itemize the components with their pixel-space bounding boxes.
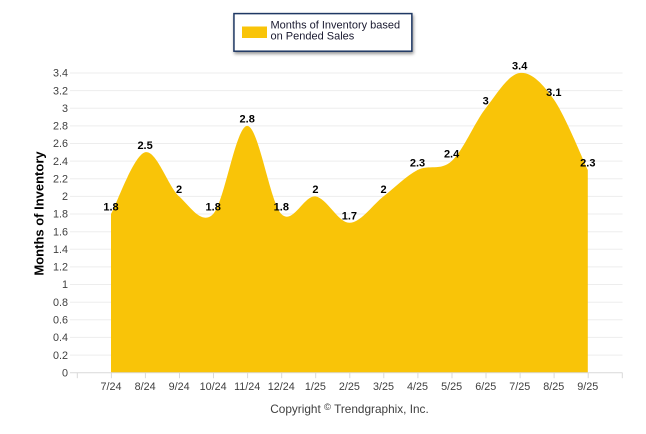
svg-text:1.8: 1.8 (103, 202, 118, 214)
svg-text:1/25: 1/25 (305, 381, 326, 393)
svg-text:0.4: 0.4 (53, 332, 68, 344)
svg-text:0.6: 0.6 (53, 315, 68, 327)
svg-text:6/25: 6/25 (475, 381, 496, 393)
svg-text:8/25: 8/25 (543, 381, 564, 393)
svg-text:3/25: 3/25 (373, 381, 394, 393)
svg-text:3: 3 (62, 103, 68, 115)
svg-text:5/25: 5/25 (441, 381, 462, 393)
svg-text:9/25: 9/25 (577, 381, 598, 393)
svg-text:8/24: 8/24 (135, 381, 156, 393)
svg-text:3.1: 3.1 (546, 87, 561, 99)
svg-text:2/25: 2/25 (339, 381, 360, 393)
svg-text:0: 0 (62, 367, 68, 379)
svg-text:0.2: 0.2 (53, 350, 68, 362)
svg-text:3: 3 (483, 96, 489, 108)
svg-text:1.6: 1.6 (53, 226, 68, 238)
svg-text:1.2: 1.2 (53, 262, 68, 274)
svg-text:1.4: 1.4 (53, 244, 68, 256)
svg-text:2: 2 (176, 184, 182, 196)
svg-text:11/24: 11/24 (234, 381, 260, 393)
svg-text:2.3: 2.3 (410, 158, 425, 170)
svg-text:Copyright © Trendgraphix, Inc.: Copyright © Trendgraphix, Inc. (270, 402, 429, 416)
svg-text:2: 2 (62, 191, 68, 203)
svg-text:2.8: 2.8 (53, 121, 68, 133)
svg-text:7/24: 7/24 (100, 381, 121, 393)
svg-text:3.4: 3.4 (53, 68, 68, 80)
svg-text:1.7: 1.7 (342, 210, 357, 222)
svg-text:1.8: 1.8 (206, 202, 221, 214)
svg-text:2.3: 2.3 (580, 158, 595, 170)
svg-text:2.5: 2.5 (137, 140, 152, 152)
svg-text:2: 2 (380, 184, 386, 196)
svg-text:Months of Inventory based: Months of Inventory based (271, 20, 401, 32)
svg-text:2: 2 (312, 184, 318, 196)
svg-text:2.2: 2.2 (53, 174, 68, 186)
svg-text:2.4: 2.4 (53, 156, 68, 168)
svg-text:2.8: 2.8 (240, 113, 255, 125)
svg-text:12/24: 12/24 (268, 381, 295, 393)
svg-text:4/25: 4/25 (407, 381, 428, 393)
svg-text:1.8: 1.8 (53, 209, 68, 221)
svg-text:7/25: 7/25 (509, 381, 530, 393)
svg-text:3.4: 3.4 (512, 61, 528, 73)
svg-text:on Pended Sales: on Pended Sales (271, 31, 355, 43)
svg-text:10/24: 10/24 (200, 381, 227, 393)
svg-text:9/24: 9/24 (169, 381, 190, 393)
svg-text:Months of Inventory: Months of Inventory (32, 151, 47, 276)
svg-text:1.8: 1.8 (274, 202, 289, 214)
svg-text:1: 1 (62, 279, 68, 291)
svg-text:2.6: 2.6 (53, 138, 68, 150)
svg-text:0.8: 0.8 (53, 297, 68, 309)
svg-text:3.2: 3.2 (53, 85, 68, 97)
svg-text:2.4: 2.4 (444, 149, 460, 161)
